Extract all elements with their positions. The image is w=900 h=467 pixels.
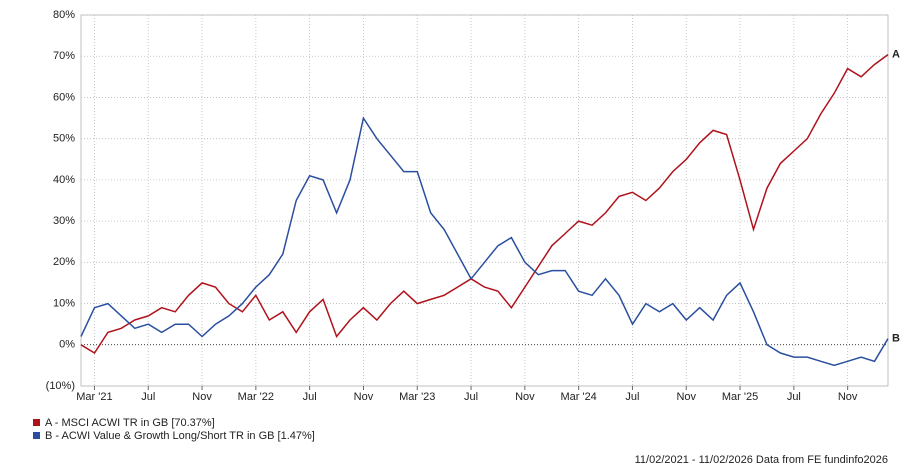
y-tick-label: 60% — [53, 91, 75, 103]
y-tick-label: 50% — [53, 133, 75, 145]
x-tick-label: Jul — [464, 391, 478, 403]
x-tick-label: Nov — [192, 391, 212, 403]
y-tick-label: 10% — [53, 297, 75, 309]
x-tick-label: Jul — [625, 391, 639, 403]
y-tick-label: 20% — [53, 256, 75, 268]
legend-swatch — [33, 419, 40, 426]
x-tick-label: Mar '22 — [238, 391, 274, 403]
x-tick-label: Nov — [354, 391, 374, 403]
x-tick-label: Jul — [787, 391, 801, 403]
y-tick-label: 80% — [53, 9, 75, 21]
plot-area — [80, 14, 889, 387]
end-label: B — [892, 333, 900, 345]
y-tick-label: 0% — [59, 339, 75, 351]
x-tick-label: Nov — [838, 391, 858, 403]
y-tick-label: (10%) — [46, 380, 75, 392]
series-line — [80, 116, 889, 367]
x-tick-label: Mar '24 — [560, 391, 596, 403]
y-tick-label: 70% — [53, 50, 75, 62]
x-tick-label: Mar '23 — [399, 391, 435, 403]
y-tick-label: 40% — [53, 174, 75, 186]
x-tick-label: Jul — [141, 391, 155, 403]
x-tick-label: Mar '21 — [76, 391, 112, 403]
x-tick-label: Nov — [676, 391, 696, 403]
y-tick-label: 30% — [53, 215, 75, 227]
footer: 11/02/2021 - 11/02/2026 Data from FE fun… — [635, 454, 888, 466]
legend-swatch — [33, 432, 40, 439]
legend-label: A - MSCI ACWI TR in GB [70.37%] — [45, 417, 215, 429]
x-tick-label: Nov — [515, 391, 535, 403]
x-tick-label: Jul — [303, 391, 317, 403]
x-tick-label: Mar '25 — [722, 391, 758, 403]
legend-label: B - ACWI Value & Growth Long/Short TR in… — [45, 430, 315, 442]
end-label: A — [892, 48, 900, 60]
series-line — [80, 53, 889, 355]
